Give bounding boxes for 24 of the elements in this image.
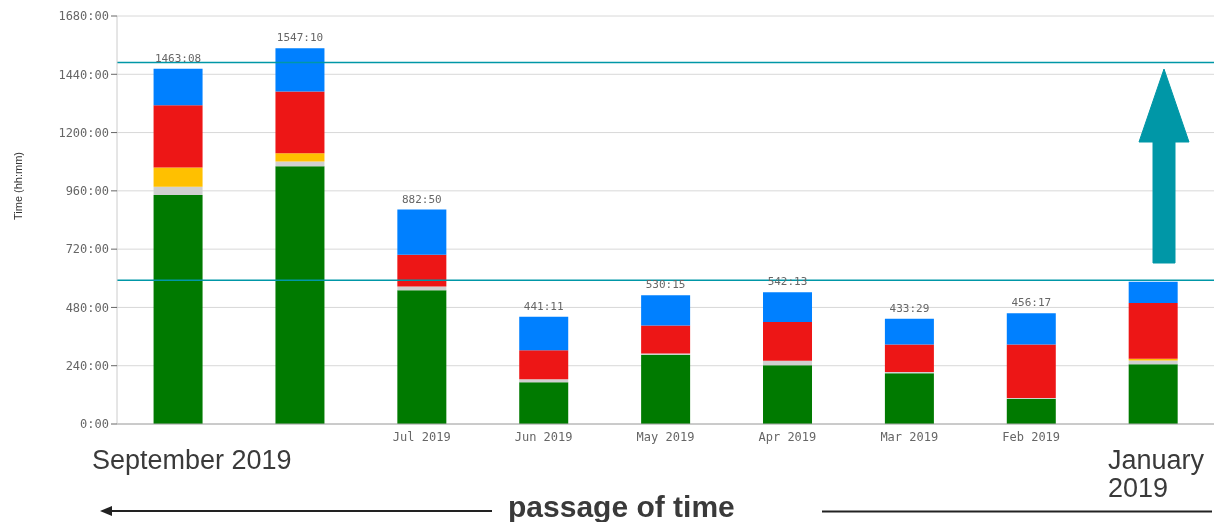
x-tick-label: Feb 2019 (1002, 429, 1061, 444)
total-label: 433:29 (889, 301, 930, 315)
y-axis-title: Time (hh:mm) (11, 151, 24, 220)
y-tick-label: 480:00 (65, 300, 109, 315)
x-tick-label: Apr 2019 (758, 429, 817, 444)
x-tick-label: Mar 2019 (880, 429, 939, 444)
y-tick-label: 1200:00 (58, 125, 109, 140)
total-label: 530:15 (645, 278, 686, 292)
y-tick-label: 1440:00 (58, 67, 109, 82)
text: January 2019 (1108, 445, 1206, 503)
total-label: 882:50 (401, 192, 442, 206)
y-tick-label: 1680:00 (58, 9, 109, 24)
x-tick-label: Jul 2019 (392, 429, 451, 444)
y-tick-label: 0:00 (80, 417, 109, 432)
total-label: 1463:08 (154, 51, 202, 65)
y-tick-label: 720:00 (65, 242, 109, 257)
total-label: 456:17 (1011, 296, 1052, 310)
total-label: 1547:10 (276, 31, 324, 45)
x-tick-label: May 2019 (636, 429, 695, 444)
y-tick-label: 960:00 (65, 184, 109, 199)
x-tick-label: Jun 2019 (514, 429, 573, 444)
y-tick-label: 240:00 (65, 358, 109, 373)
text: September 2019 (92, 445, 292, 475)
total-label: 441:11 (523, 299, 564, 313)
